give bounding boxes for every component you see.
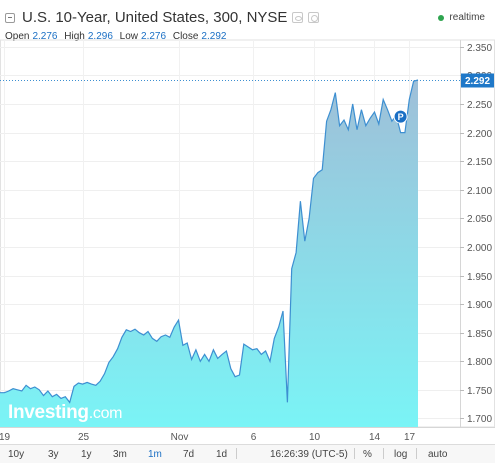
range-1y-button[interactable]: 1y <box>81 449 92 460</box>
range-toolbar: 10y 3y 1y 3m 1m 7d 1d 16:26:39 (UTC-5) %… <box>0 444 495 463</box>
open-label: Open <box>5 31 30 42</box>
logo-suffix: .com <box>88 405 123 422</box>
range-7d-button[interactable]: 7d <box>183 449 195 460</box>
y-tick-label: 1.900 <box>467 300 492 311</box>
investing-logo: Investing.com <box>8 402 123 424</box>
eye-icon[interactable] <box>292 12 304 23</box>
x-tick-label: 6 <box>251 432 257 443</box>
y-tick-label: 2.250 <box>467 100 492 111</box>
y-tick-label: 1.750 <box>467 386 492 397</box>
logo-main: Investing <box>8 402 89 423</box>
y-tick-label: 2.150 <box>467 157 492 168</box>
high-value: 2.296 <box>87 31 113 42</box>
y-tick-label: 2.350 <box>467 43 492 54</box>
toolbar-divider <box>416 448 417 459</box>
x-tick-label: Nov <box>171 432 189 443</box>
range-10y-button[interactable]: 10y <box>8 449 25 460</box>
price-line <box>0 79 419 404</box>
chart-header: U.S. 10-Year, United States, 300, NYSE r… <box>0 0 495 46</box>
percent-toggle[interactable]: % <box>363 449 372 460</box>
y-tick-label: 1.800 <box>467 357 492 368</box>
y-axis: 2.3502.3002.2502.2002.1502.1002.0502.000… <box>460 43 492 425</box>
title-row: U.S. 10-Year, United States, 300, NYSE <box>5 9 320 26</box>
ohlc-readout: Open 2.276 High 2.296 Low 2.276 Close 2.292 <box>5 31 230 42</box>
x-tick-label: 19 <box>0 432 10 443</box>
range-3m-button[interactable]: 3m <box>113 449 127 460</box>
range-1d-button[interactable]: 1d <box>216 449 228 460</box>
x-tick-label: 14 <box>369 432 381 443</box>
y-tick-label: 2.050 <box>467 214 492 225</box>
toolbar-divider <box>383 448 384 459</box>
y-tick-label: 2.100 <box>467 186 492 197</box>
clock-readout: 16:26:39 (UTC-5) <box>270 449 348 460</box>
low-value: 2.276 <box>141 31 167 42</box>
gear-icon[interactable] <box>308 12 320 23</box>
range-1m-button[interactable]: 1m <box>148 449 162 460</box>
y-tick-label: 1.850 <box>467 329 492 340</box>
x-tick-label: 17 <box>404 432 416 443</box>
chart-title: U.S. 10-Year, United States, 300, NYSE <box>22 9 288 26</box>
high-label: High <box>64 31 85 42</box>
toolbar-divider <box>236 448 237 459</box>
x-tick-label: 10 <box>309 432 321 443</box>
close-label: Close <box>172 31 199 42</box>
y-tick-label: 1.950 <box>467 272 492 283</box>
realtime-dot-icon <box>438 14 445 21</box>
last-price-label: 2.292 <box>465 76 490 87</box>
realtime-label: realtime <box>449 12 485 23</box>
y-tick-label: 1.700 <box>467 414 492 425</box>
open-value: 2.276 <box>32 31 58 42</box>
range-3y-button[interactable]: 3y <box>48 449 59 460</box>
p-marker-label: P <box>398 112 404 122</box>
y-tick-label: 2.200 <box>467 129 492 140</box>
collapse-icon[interactable] <box>5 12 15 23</box>
y-tick-label: 2.000 <box>467 243 492 254</box>
low-label: Low <box>119 31 139 42</box>
x-axis: 19 25 Nov 6 10 14 17 <box>0 432 415 443</box>
chart-overlay: 2.292 P <box>0 73 494 124</box>
price-area <box>0 80 418 427</box>
x-tick-label: 25 <box>78 432 90 443</box>
close-value: 2.292 <box>201 31 227 42</box>
log-toggle[interactable]: log <box>394 449 408 460</box>
toolbar-divider <box>354 448 355 459</box>
series-layer <box>0 79 419 427</box>
last-price-tag <box>461 73 494 88</box>
p-marker <box>393 109 408 124</box>
auto-toggle[interactable]: auto <box>428 449 448 460</box>
realtime-indicator: realtime <box>438 12 485 23</box>
